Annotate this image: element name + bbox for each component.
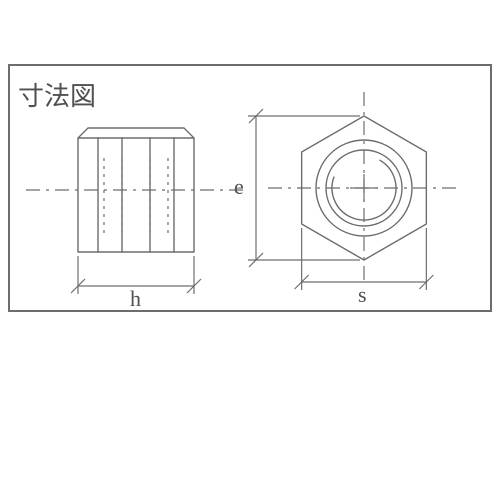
dim-label-s: s [358,282,367,308]
dim-label-e: e [234,174,244,200]
technical-drawing [0,0,500,500]
dim-label-h: h [130,286,141,312]
